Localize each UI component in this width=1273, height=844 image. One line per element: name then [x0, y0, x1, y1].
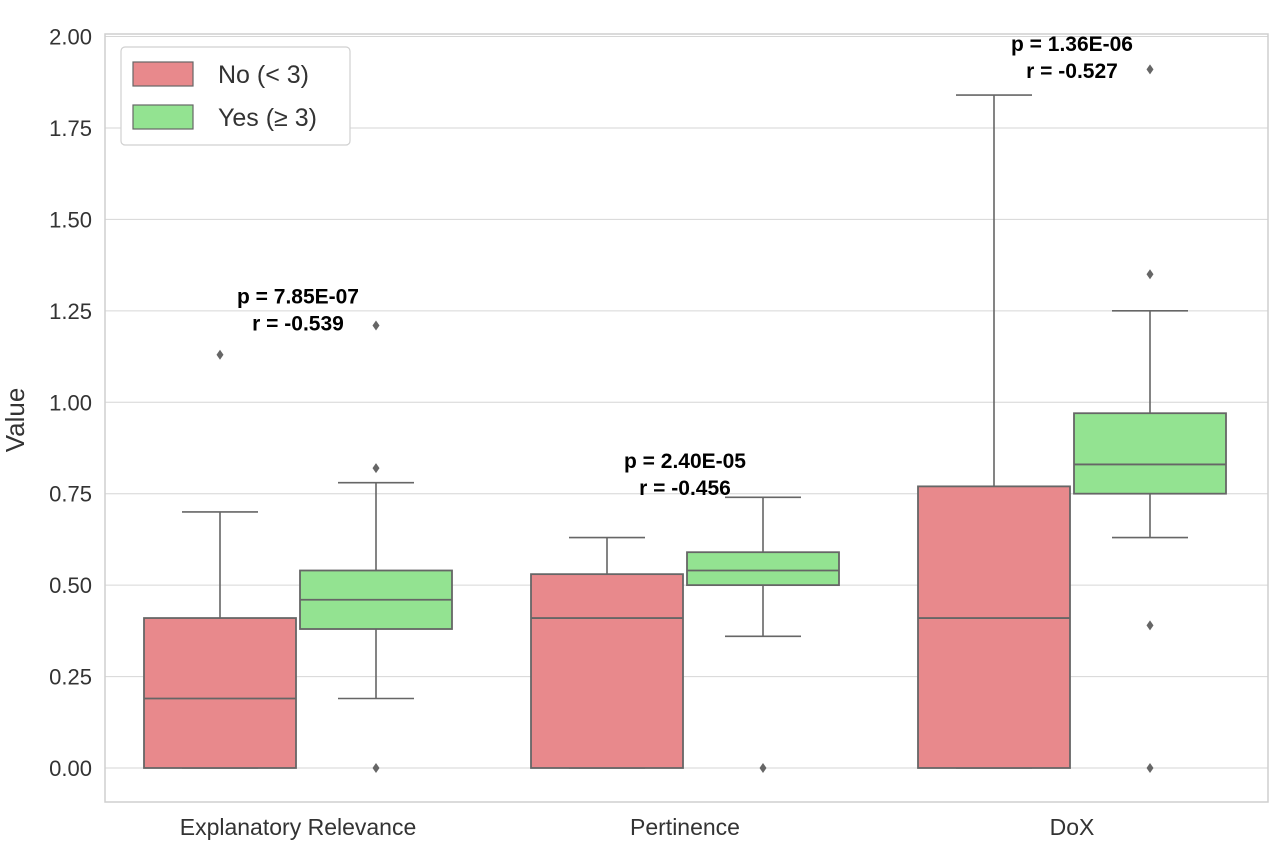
outlier-point	[1146, 620, 1154, 631]
y-tick-label: 0.00	[49, 756, 92, 781]
legend-label: No (< 3)	[218, 61, 309, 89]
r-value-label: r = -0.456	[639, 477, 731, 500]
outlier-point	[1146, 64, 1154, 75]
y-tick-label: 2.00	[49, 25, 92, 50]
outlier-point	[1146, 763, 1154, 773]
plot-frame	[104, 33, 1269, 803]
y-axis-title: Value	[0, 388, 30, 453]
box-1-1	[686, 496, 840, 773]
x-category-label: Explanatory Relevance	[180, 814, 417, 840]
y-tick-label: 0.75	[49, 482, 92, 507]
outlier-point	[372, 320, 380, 331]
iqr-box	[686, 551, 840, 587]
y-tick-label: 0.25	[49, 665, 92, 690]
x-category-label: Pertinence	[630, 814, 740, 840]
y-tick-label: 1.50	[49, 207, 92, 232]
legend-swatch	[132, 61, 194, 87]
legend-swatch	[132, 104, 194, 130]
box-0-2	[917, 94, 1071, 769]
p-value-label: p = 1.36E-06	[1011, 33, 1133, 56]
outlier-point	[216, 349, 224, 360]
box-1-2	[1073, 64, 1227, 773]
p-value-label: p = 2.40E-05	[624, 450, 746, 473]
p-value-label: p = 7.85E-07	[237, 285, 359, 308]
outlier-point	[1146, 269, 1154, 280]
outlier-point	[372, 463, 380, 474]
legend-label: Yes (≥ 3)	[218, 104, 317, 132]
iqr-box	[530, 573, 684, 769]
boxes	[143, 64, 1227, 773]
outlier-point	[372, 763, 380, 773]
box-0-0	[143, 349, 297, 769]
x-category-label: DoX	[1050, 814, 1095, 840]
iqr-box	[917, 485, 1071, 769]
r-value-label: r = -0.527	[1026, 60, 1118, 83]
legend: No (< 3) Yes (≥ 3)	[120, 46, 351, 146]
y-tick-label: 1.75	[49, 116, 92, 141]
stat-annotations: p = 7.85E-07 r = -0.539 p = 2.40E-05 r = -0…	[237, 33, 1133, 500]
grid-lines	[105, 36, 1268, 769]
box-0-1	[530, 536, 684, 769]
box-1-0	[299, 320, 453, 773]
y-tick-label: 1.00	[49, 390, 92, 415]
iqr-box	[143, 617, 297, 769]
y-tick-labels: 0.00 0.25 0.50 0.75 1.00 1.25 1.50 1.75 2.00	[49, 25, 92, 782]
outlier-point	[759, 763, 767, 773]
r-value-label: r = -0.539	[252, 312, 344, 335]
y-tick-label: 1.25	[49, 299, 92, 324]
x-category-labels: Explanatory Relevance Pertinence DoX	[180, 814, 1095, 840]
y-tick-label: 0.50	[49, 573, 92, 598]
iqr-box	[1073, 412, 1227, 495]
